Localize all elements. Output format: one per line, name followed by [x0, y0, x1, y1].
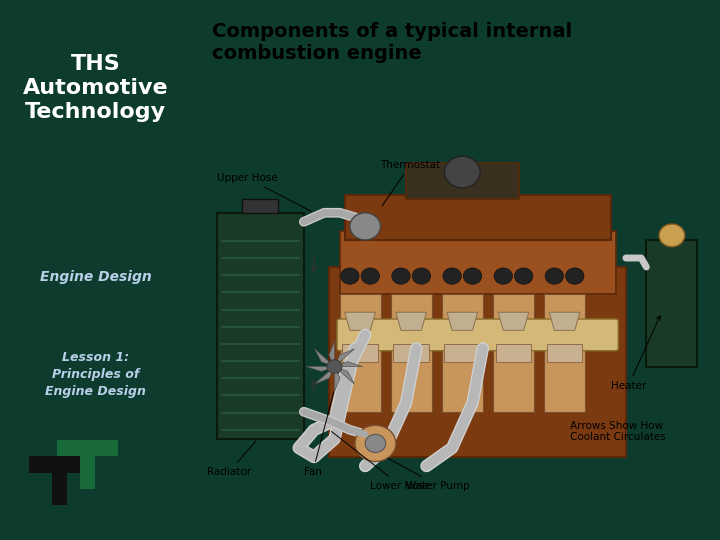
- Text: Components of a typical internal
combustion engine: Components of a typical internal combust…: [212, 22, 572, 63]
- Bar: [546, 344, 582, 362]
- Bar: [345, 194, 611, 240]
- Text: THS
Automotive
Technology: THS Automotive Technology: [22, 54, 168, 122]
- Polygon shape: [335, 367, 340, 392]
- Bar: [493, 294, 534, 411]
- Bar: [442, 294, 482, 411]
- Bar: [393, 344, 429, 362]
- Text: Fan: Fan: [304, 392, 334, 477]
- Bar: [217, 213, 304, 439]
- Text: Arrows Show How
Coolant Circulates: Arrows Show How Coolant Circulates: [570, 421, 665, 442]
- Bar: [342, 344, 378, 362]
- Bar: [544, 294, 585, 411]
- Polygon shape: [549, 312, 580, 330]
- Text: Radiator: Radiator: [207, 441, 256, 477]
- Text: Lesson 1:
Principles of
Engine Design: Lesson 1: Principles of Engine Design: [45, 351, 146, 398]
- Polygon shape: [498, 312, 528, 330]
- Polygon shape: [329, 342, 335, 367]
- Circle shape: [444, 156, 480, 188]
- Circle shape: [341, 268, 359, 284]
- Bar: [391, 294, 432, 411]
- FancyBboxPatch shape: [337, 319, 618, 350]
- Bar: [340, 294, 381, 411]
- Bar: [406, 163, 518, 199]
- Bar: [340, 231, 616, 294]
- Circle shape: [443, 268, 462, 284]
- Circle shape: [365, 434, 386, 453]
- Circle shape: [515, 268, 533, 284]
- Text: Engine Design: Engine Design: [40, 270, 151, 284]
- Circle shape: [392, 268, 410, 284]
- Polygon shape: [307, 367, 335, 372]
- Circle shape: [545, 268, 564, 284]
- Circle shape: [464, 268, 482, 284]
- Circle shape: [566, 268, 584, 284]
- Circle shape: [659, 224, 685, 247]
- Polygon shape: [396, 312, 426, 330]
- Circle shape: [361, 268, 379, 284]
- Text: Thermostat: Thermostat: [380, 159, 441, 206]
- Polygon shape: [447, 312, 477, 330]
- Circle shape: [413, 268, 431, 284]
- Polygon shape: [29, 456, 90, 505]
- Polygon shape: [335, 367, 354, 384]
- Text: Upper Hose: Upper Hose: [217, 173, 312, 212]
- Circle shape: [355, 426, 396, 462]
- Circle shape: [327, 360, 342, 373]
- Polygon shape: [335, 349, 354, 367]
- Polygon shape: [58, 440, 118, 489]
- Bar: [444, 344, 480, 362]
- Bar: [243, 199, 278, 213]
- Bar: [647, 240, 698, 367]
- Polygon shape: [335, 362, 363, 367]
- Circle shape: [350, 213, 380, 240]
- Text: Water Pump: Water Pump: [388, 458, 469, 491]
- Polygon shape: [315, 367, 335, 384]
- Circle shape: [494, 268, 513, 284]
- Text: Lower Hose: Lower Hose: [332, 431, 431, 491]
- Bar: [495, 344, 531, 362]
- Polygon shape: [315, 349, 335, 367]
- Text: Heater: Heater: [611, 316, 660, 391]
- Bar: [329, 267, 626, 457]
- Polygon shape: [345, 312, 375, 330]
